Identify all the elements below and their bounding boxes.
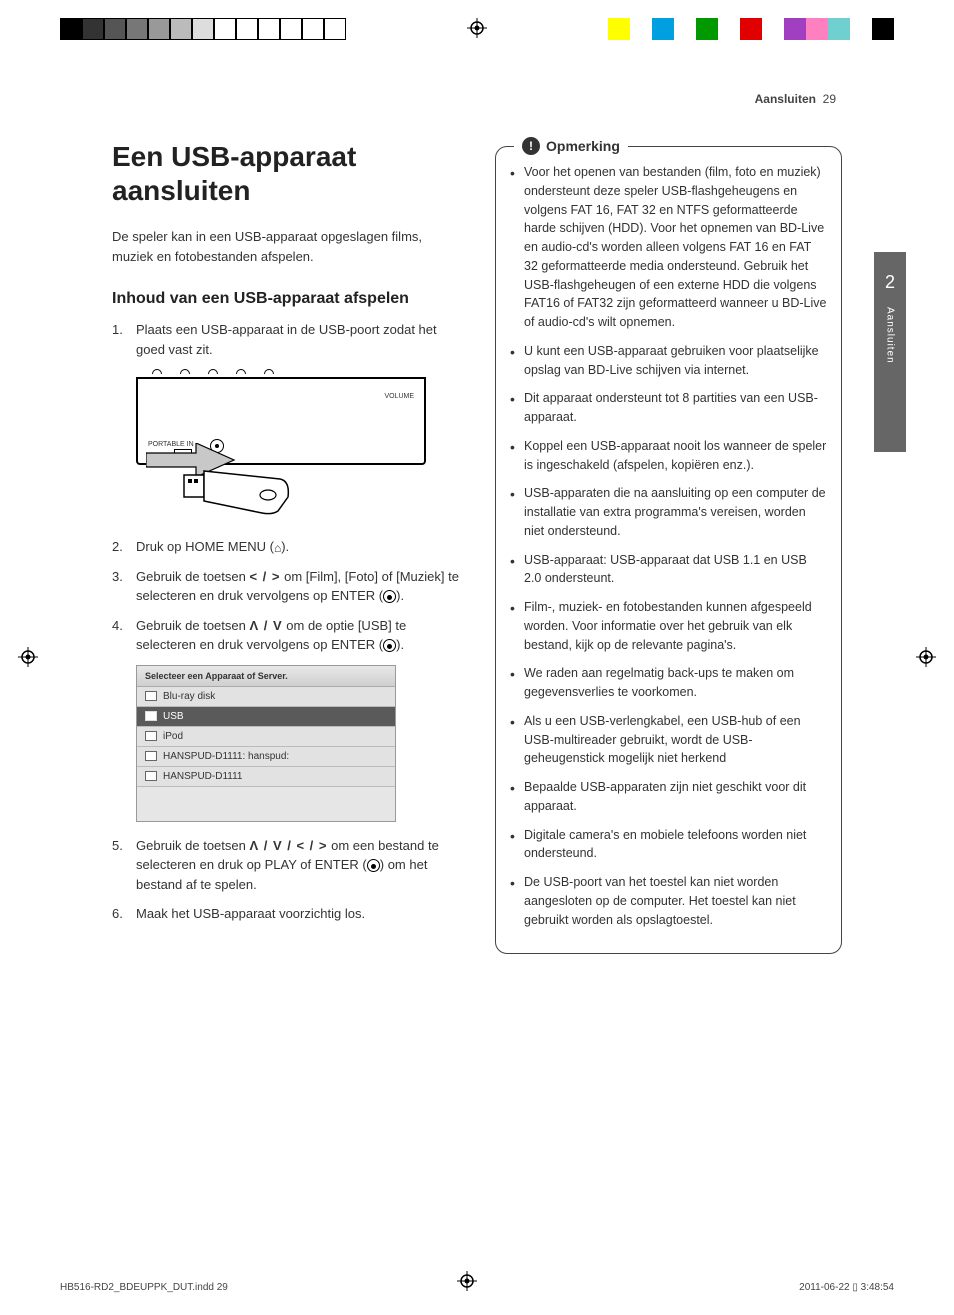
menu-row: HANSPUD-D1111: hanspud: xyxy=(137,747,395,767)
info-icon: ! xyxy=(522,137,540,155)
left-column: Een USB-apparaat aansluiten De speler ka… xyxy=(112,140,459,954)
steps-list: Plaats een USB-apparaat in de USB-poort … xyxy=(112,320,459,359)
page-title: Een USB-apparaat aansluiten xyxy=(112,140,459,207)
section-heading: Inhoud van een USB-apparaat afspelen xyxy=(112,290,459,308)
note-box: ! Opmerking Voor het openen van bestande… xyxy=(495,146,842,954)
chapter-number: 2 xyxy=(885,272,895,293)
color-bar-left xyxy=(60,18,346,40)
usb-stick-icon xyxy=(182,469,292,515)
section-name: Aansluiten xyxy=(755,92,816,106)
menu-row: iPod xyxy=(137,727,395,747)
note-item: Film-, muziek- en fotobestanden kunnen a… xyxy=(510,598,827,654)
print-footer: HB516-RD2_BDEUPPK_DUT.indd 29 2011-06-22… xyxy=(60,1282,894,1293)
menu-row-selected: USB xyxy=(137,707,395,727)
step-4: Gebruik de toetsen Λ / V om de optie [US… xyxy=(112,616,459,655)
footer-date: 2011-06-22 ▯ 3:48:54 xyxy=(799,1282,894,1293)
note-item: Dit apparaat ondersteunt tot 8 partities… xyxy=(510,389,827,427)
enter-icon xyxy=(383,639,396,652)
device-diagram: VOLUME PORTABLE IN xyxy=(136,369,426,519)
step-6: Maak het USB-apparaat voorzichtig los. xyxy=(112,904,459,924)
step-1: Plaats een USB-apparaat in de USB-poort … xyxy=(112,320,459,359)
step-2: Druk op HOME MENU (⌂). xyxy=(112,537,459,557)
pc-icon xyxy=(145,771,157,781)
steps-list-cont: Druk op HOME MENU (⌂). Gebruik de toetse… xyxy=(112,537,459,655)
note-item: Als u een USB-verlengkabel, een USB-hub … xyxy=(510,712,827,768)
footer-file: HB516-RD2_BDEUPPK_DUT.indd 29 xyxy=(60,1282,228,1293)
page-number: 29 xyxy=(823,92,836,106)
note-title: ! Opmerking xyxy=(514,137,628,155)
ipod-icon xyxy=(145,731,157,741)
menu-row: Blu-ray disk xyxy=(137,687,395,707)
registration-mark-icon xyxy=(916,647,936,667)
notes-list: Voor het openen van bestanden (film, fot… xyxy=(510,163,827,929)
step-3: Gebruik de toetsen < / > om [Film], [Fot… xyxy=(112,567,459,606)
note-item: USB-apparaten die na aansluiting op een … xyxy=(510,484,827,540)
menu-row: HANSPUD-D1111 xyxy=(137,767,395,787)
side-tab: 2 Aansluiten xyxy=(874,252,906,452)
usb-icon xyxy=(145,711,157,721)
chapter-label: Aansluiten xyxy=(885,307,896,364)
page-header: Aansluiten 29 xyxy=(755,92,836,106)
note-item: We raden aan regelmatig back-ups te make… xyxy=(510,664,827,702)
enter-icon xyxy=(383,590,396,603)
enter-icon xyxy=(367,859,380,872)
note-item: Bepaalde USB-apparaten zijn niet geschik… xyxy=(510,778,827,816)
intro-text: De speler kan in een USB-apparaat opgesl… xyxy=(112,227,459,266)
color-bar-right xyxy=(608,18,894,40)
server-icon xyxy=(145,751,157,761)
disc-icon xyxy=(145,691,157,701)
steps-list-cont2: Gebruik de toetsen Λ / V / < / > om een … xyxy=(112,836,459,924)
menu-screenshot: Selecteer een Apparaat of Server. Blu-ra… xyxy=(136,665,396,822)
note-item: Koppel een USB-apparaat nooit los wannee… xyxy=(510,437,827,475)
note-item: Voor het openen van bestanden (film, fot… xyxy=(510,163,827,332)
step-5: Gebruik de toetsen Λ / V / < / > om een … xyxy=(112,836,459,895)
registration-mark-icon xyxy=(18,647,38,667)
note-item: USB-apparaat: USB-apparaat dat USB 1.1 e… xyxy=(510,551,827,589)
registration-mark-icon xyxy=(467,18,487,38)
note-item: De USB-poort van het toestel kan niet wo… xyxy=(510,873,827,929)
note-item: U kunt een USB-apparaat gebruiken voor p… xyxy=(510,342,827,380)
right-column: ! Opmerking Voor het openen van bestande… xyxy=(495,140,842,954)
menu-header: Selecteer een Apparaat of Server. xyxy=(137,666,395,687)
note-item: Digitale camera's en mobiele telefoons w… xyxy=(510,826,827,864)
volume-label: VOLUME xyxy=(384,393,414,400)
